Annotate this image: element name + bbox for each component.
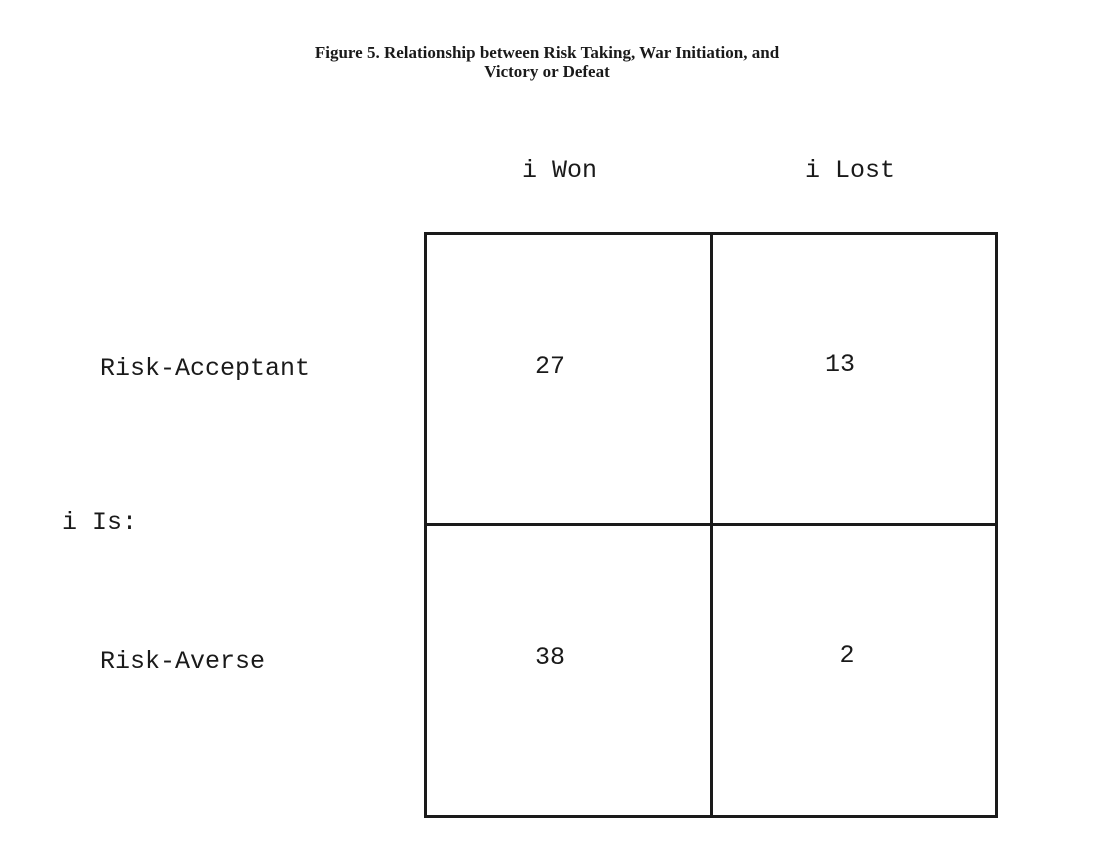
- cell-averse-lost: 2: [839, 641, 855, 670]
- row-header-risk-acceptant: Risk-Acceptant: [100, 354, 311, 383]
- column-header-won: i Won: [522, 156, 598, 185]
- figure-caption-line-2: Victory or Defeat: [484, 62, 610, 81]
- row-header-risk-averse: Risk-Averse: [100, 647, 266, 676]
- table-horizontal-divider: [424, 523, 998, 526]
- figure-caption-line-1: Figure 5. Relationship between Risk Taki…: [314, 43, 780, 62]
- column-header-lost: i Lost: [805, 156, 896, 185]
- figure-caption: Figure 5. Relationship between Risk Taki…: [0, 43, 1094, 81]
- cell-averse-won: 38: [534, 643, 565, 672]
- cell-acceptant-won: 27: [534, 352, 565, 381]
- cell-acceptant-lost: 13: [824, 350, 855, 379]
- row-group-label: i Is:: [62, 508, 138, 537]
